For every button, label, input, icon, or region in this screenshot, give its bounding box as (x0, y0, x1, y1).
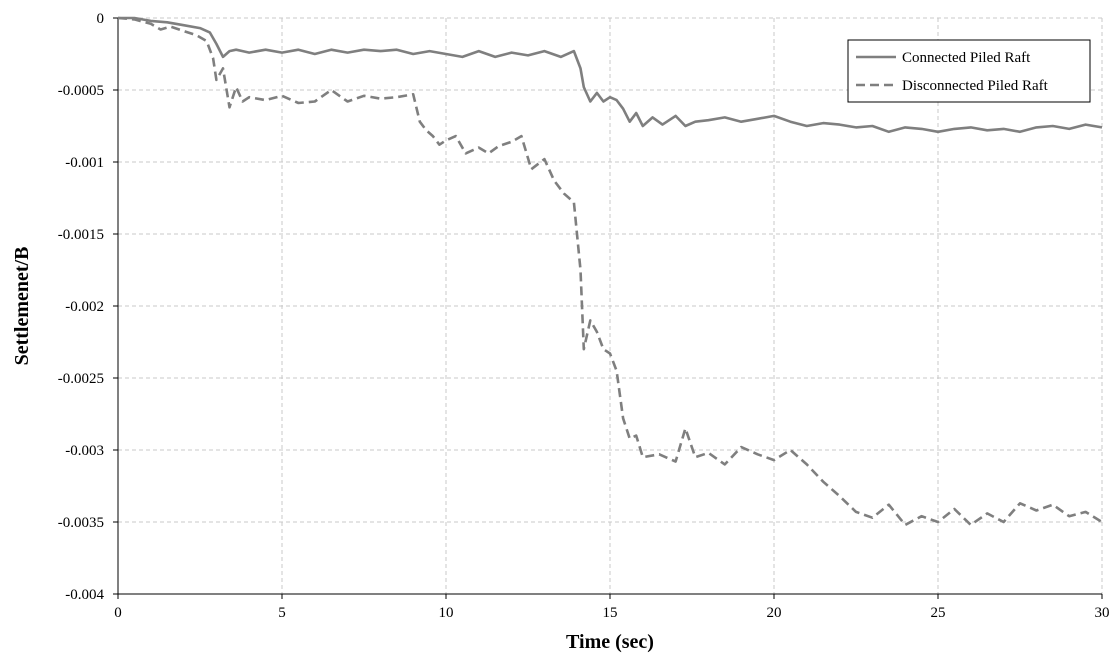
legend-label-connected: Connected Piled Raft (902, 50, 1031, 66)
x-tick-label: 20 (767, 605, 782, 621)
series-line-connected (118, 16, 1103, 134)
y-tick-label: -0.0005 (58, 83, 104, 99)
x-tick-label: 0 (114, 605, 122, 621)
y-axis-title: Settlemenet/B (11, 247, 33, 366)
y-tick-label: -0.003 (65, 443, 104, 459)
x-tick-label: 30 (1095, 605, 1110, 621)
series-lines (117, 16, 1103, 527)
x-axis-title: Time (sec) (566, 631, 654, 653)
y-tick-label: -0.004 (65, 587, 104, 603)
y-tick-labels: 0 -0.0005 -0.001 -0.0015 -0.002 -0.0025 -0.003… (58, 11, 105, 603)
y-tick-label: -0.0015 (58, 227, 104, 243)
x-tick-label: 15 (603, 605, 618, 621)
x-tick-label: 5 (278, 605, 286, 621)
gridlines (118, 17, 1103, 594)
y-tick-label: 0 (97, 11, 105, 27)
y-tick-label: -0.001 (65, 155, 104, 171)
legend-box (847, 39, 1091, 103)
series-line-disconnected (117, 16, 1103, 527)
y-tick-label: -0.002 (65, 299, 104, 315)
legend-label-disconnected: Disconnected Piled Raft (902, 78, 1049, 94)
x-tick-labels: 0 5 10 15 20 25 30 (114, 605, 1109, 621)
legend: Connected Piled Raft Disconnected Piled … (847, 39, 1091, 103)
y-tick-label: -0.0035 (58, 515, 104, 531)
x-tick-label: 25 (931, 605, 946, 621)
axes (113, 17, 1103, 599)
x-tick-label: 10 (439, 605, 454, 621)
y-tick-label: -0.0025 (58, 371, 104, 387)
